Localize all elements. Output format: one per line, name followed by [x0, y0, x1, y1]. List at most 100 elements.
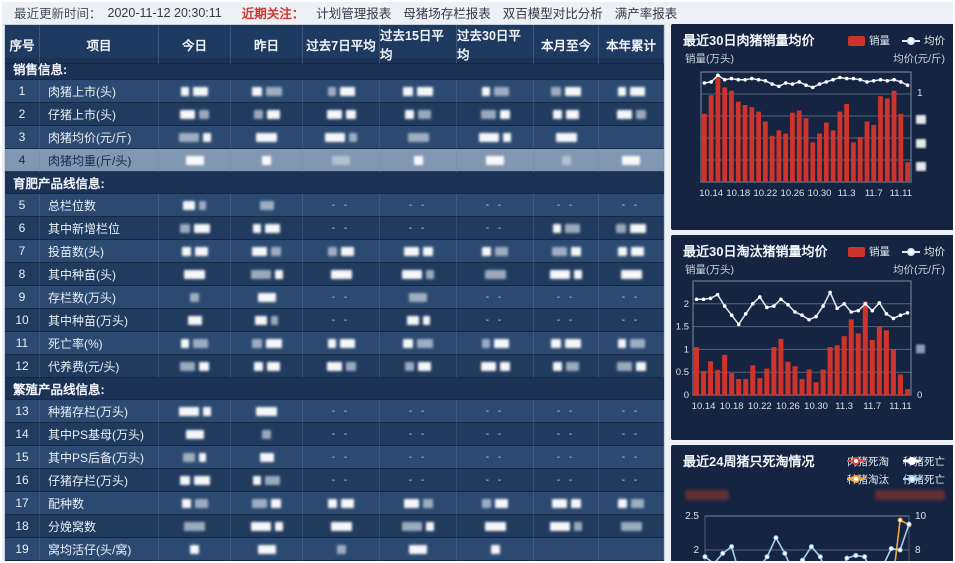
redaction-blob — [349, 132, 357, 142]
table-row[interactable]: 13 种猪存栏(万头) - -- -- -- -- - — [5, 400, 664, 423]
redaction-blob — [199, 109, 209, 119]
table-row[interactable]: 4 肉猪均重(斤/头) — [5, 149, 664, 172]
table-row[interactable]: 5 总栏位数 - -- -- -- -- - — [5, 194, 664, 217]
table-row[interactable]: 6 其中新增栏位 - -- -- - — [5, 217, 664, 240]
report-link-3[interactable]: 满产率报表 — [614, 7, 678, 21]
table-row[interactable]: 7 投苗数(头) — [5, 240, 664, 263]
legend-item-1[interactable]: 种猪死亡 — [903, 456, 945, 468]
legend-item-sales[interactable]: 销量 — [848, 33, 890, 48]
table-row[interactable]: 14 其中PS基母(万头) - -- -- -- -- - — [5, 423, 664, 446]
redaction-blob — [265, 475, 280, 485]
column-header-2: 今日 — [159, 25, 231, 64]
redaction-blob — [417, 86, 433, 96]
redaction-blob — [574, 521, 582, 531]
redacted-value — [159, 469, 231, 492]
legend-item-avg-price[interactable]: 均价 — [902, 244, 945, 259]
sales-swatch-icon — [848, 246, 865, 257]
redacted-value — [303, 80, 380, 103]
table-row[interactable]: 19 窝均活仔(头/窝) — [5, 538, 664, 561]
redacted-value — [457, 492, 534, 515]
table-row[interactable]: 17 配种数 — [5, 492, 664, 515]
redaction-blob — [550, 521, 570, 531]
redaction-blob — [345, 361, 356, 371]
redacted-value — [457, 126, 534, 149]
redaction-blob — [259, 452, 274, 462]
table-row[interactable]: 10 其中种苗(万头) - -- -- -- - — [5, 309, 664, 332]
table-row[interactable]: 2 仔猪上市(头) — [5, 103, 664, 126]
redaction-blob — [574, 269, 582, 279]
redaction-blob — [426, 269, 434, 279]
empty-value: - - — [534, 469, 599, 492]
redaction-blob — [480, 109, 496, 119]
legend-item-3[interactable]: 仔猪死亡 — [903, 474, 945, 486]
redacted-value — [159, 309, 231, 332]
redaction-blob — [551, 498, 567, 508]
empty-value: - - — [457, 400, 534, 423]
table-row[interactable]: 1 肉猪上市(头) — [5, 80, 664, 103]
redaction-blob — [620, 521, 642, 531]
report-link-0[interactable]: 计划管理报表 — [316, 7, 392, 21]
sales-swatch-icon — [848, 35, 865, 46]
redacted-value — [534, 492, 599, 515]
legend-item-avg-price[interactable]: 均价 — [902, 33, 945, 48]
svg-text:10.14: 10.14 — [692, 401, 716, 412]
svg-text:11.11: 11.11 — [890, 188, 912, 199]
legend-item-2[interactable]: 种猪淘汰 — [847, 474, 889, 486]
redaction-blob — [479, 132, 499, 142]
redaction-blob — [418, 109, 431, 119]
redacted-value — [231, 217, 303, 240]
row-number: 9 — [5, 286, 40, 309]
redaction-blob — [422, 315, 430, 325]
legend-item-sales[interactable]: 销量 — [848, 244, 890, 259]
redaction-blob — [327, 86, 336, 96]
redacted-value — [380, 103, 457, 126]
table-row[interactable]: 15 其中PS后备(万头) - -- -- -- -- - — [5, 446, 664, 469]
table-row[interactable]: 12 代养费(元/头) — [5, 355, 664, 378]
redaction-blob — [403, 338, 413, 348]
redacted-value — [303, 103, 380, 126]
redacted-value — [380, 332, 457, 355]
empty-value: - - — [380, 194, 457, 217]
redacted-value — [231, 538, 303, 561]
row-number: 1 — [5, 80, 40, 103]
redaction-blob — [622, 155, 640, 165]
table-row[interactable]: 8 其中种苗(头) — [5, 263, 664, 286]
redacted-value — [159, 446, 231, 469]
chart-panel-pig-sales: 最近30日肉猪销量均价 销量 均价 销量(万头) 均价(元/斤) 1 10.14 10… — [671, 24, 953, 230]
redaction-blob — [194, 246, 208, 256]
report-link-1[interactable]: 母猪场存栏报表 — [403, 7, 491, 21]
redaction-blob — [265, 338, 282, 348]
redaction-blob — [328, 246, 337, 256]
table-row[interactable]: 9 存栏数(万头) - -- -- -- - — [5, 286, 664, 309]
redaction-blob — [256, 132, 277, 142]
redaction-blob — [326, 361, 342, 371]
redacted-value — [231, 446, 303, 469]
svg-text:10.26: 10.26 — [781, 188, 805, 199]
redaction-blob — [274, 521, 283, 531]
table-row[interactable]: 3 肉猪均价(元/斤) — [5, 126, 664, 149]
report-link-2[interactable]: 双百模型对比分析 — [502, 7, 603, 21]
redacted-value — [457, 240, 534, 263]
table-row[interactable]: 16 仔猪存栏(万头) - -- -- -- -- - — [5, 469, 664, 492]
redaction-blob — [184, 269, 205, 279]
legend-item-0[interactable]: 肉猪死淘 — [847, 456, 889, 468]
empty-value: - - — [303, 286, 380, 309]
table-row[interactable]: 11 死亡率(%) — [5, 332, 664, 355]
redaction-blob — [341, 246, 354, 256]
redaction-blob — [251, 86, 262, 96]
row-label: 代养费(元/头) — [40, 355, 159, 378]
empty-value: - - — [599, 400, 664, 423]
redacted-value — [303, 332, 380, 355]
section-header-2: 繁殖产品线信息: — [5, 378, 664, 400]
redacted-value — [534, 263, 599, 286]
redacted-value — [303, 263, 380, 286]
redacted-value — [231, 263, 303, 286]
redaction-blob — [617, 338, 626, 348]
redacted-value — [231, 194, 303, 217]
svg-text:2: 2 — [684, 299, 689, 310]
redaction-blob — [179, 475, 190, 485]
redaction-blob — [405, 109, 414, 119]
redacted-value — [380, 492, 457, 515]
svg-text:11.7: 11.7 — [863, 401, 881, 412]
table-row[interactable]: 18 分娩窝数 — [5, 515, 664, 538]
